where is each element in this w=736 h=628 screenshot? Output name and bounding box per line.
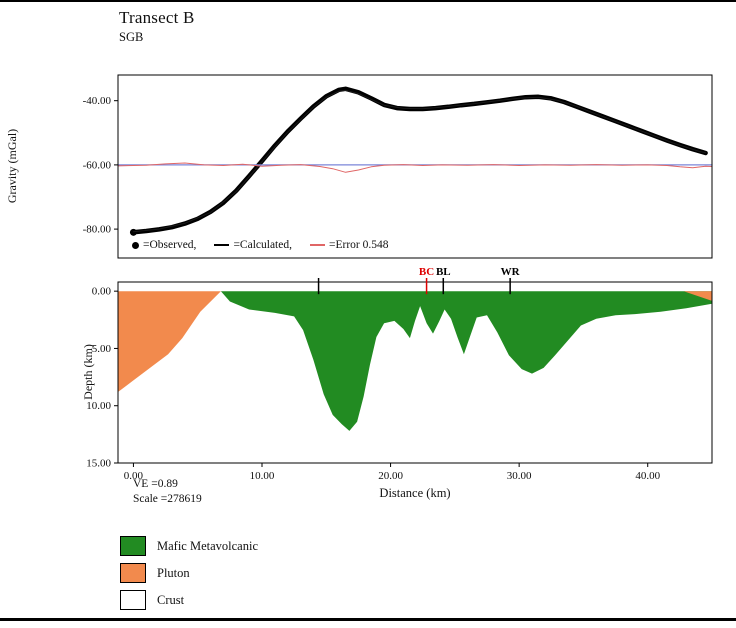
panel-border [117, 74, 713, 259]
legend-item-calculated: =Calculated, [214, 239, 292, 251]
legend-label-observed: =Observed, [143, 239, 197, 251]
legend-row-crust: Crust [120, 590, 258, 610]
polygon-mafic-metavolcanic [220, 291, 712, 431]
station-label-wr: WR [501, 266, 521, 278]
x-tick-label: 30.00 [507, 470, 532, 482]
y-tick-label: -80.00 [83, 224, 112, 236]
gravity-axis-label: Gravity (mGal) [5, 129, 19, 203]
pluton-label: Pluton [157, 565, 190, 580]
legend-label-error: =Error 0.548 [328, 239, 389, 251]
observed-dot-icon [132, 241, 139, 249]
x-tick-label: 20.00 [378, 470, 403, 482]
y-tick-label: -60.00 [83, 159, 112, 171]
station-label-bc: BC [419, 266, 434, 278]
crust-swatch [120, 590, 146, 610]
y-tick-label: 15.00 [86, 458, 111, 470]
mafic-swatch [120, 536, 146, 556]
station-label-bl: BL [436, 266, 451, 278]
y-tick-label: 0.00 [92, 286, 112, 298]
x-tick-label: 10.00 [250, 470, 275, 482]
polygon-pluton [683, 291, 712, 301]
calculated-line-icon [214, 244, 230, 246]
depth-axis-label: Depth (km) [81, 344, 95, 400]
legend-row-mafic: Mafic Metavolcanic [120, 536, 258, 556]
panel-border [117, 281, 713, 464]
error-line-icon [309, 244, 325, 246]
pluton-swatch [120, 563, 146, 583]
cross-section-chart: 0.00 5.00 10.00 15.00 0.00 10.00 20.00 30.00 40.… [86, 266, 713, 482]
scale-note: Scale =278619 [133, 493, 202, 505]
gravity-chart: -40.00 -60.00 -80.00 [83, 74, 713, 259]
ve-note: VE =0.89 [133, 478, 178, 490]
bottom-rule [0, 618, 736, 621]
crust-label: Crust [157, 592, 185, 607]
legend-label-calculated: =Calculated, [233, 239, 292, 251]
polygon-pluton [118, 291, 221, 392]
legend-item-observed: =Observed, [132, 239, 196, 251]
figure-subtitle: SGB [119, 30, 144, 44]
series-error-0-548 [117, 162, 713, 173]
top-rule [0, 0, 736, 2]
legend-item-error: =Error 0.548 [309, 239, 389, 251]
x-tick-label: 0.00 [124, 470, 144, 482]
gravity-legend: =Observed, =Calculated, =Error 0.548 [132, 239, 388, 251]
legend-row-pluton: Pluton [120, 563, 258, 583]
series-observed [131, 86, 708, 235]
figure-title: Transect B [119, 8, 195, 27]
series-calculated [132, 89, 707, 233]
mafic-label: Mafic Metavolcanic [157, 538, 258, 553]
y-tick-label: 5.00 [92, 343, 112, 355]
observed-start-dot [129, 228, 137, 236]
y-tick-label: 10.00 [86, 400, 111, 412]
unit-legend: Mafic Metavolcanic Pluton Crust [120, 536, 258, 610]
y-tick-label: -40.00 [83, 95, 112, 107]
x-tick-label: 40.00 [635, 470, 660, 482]
distance-axis-label: Distance (km) [379, 486, 450, 500]
